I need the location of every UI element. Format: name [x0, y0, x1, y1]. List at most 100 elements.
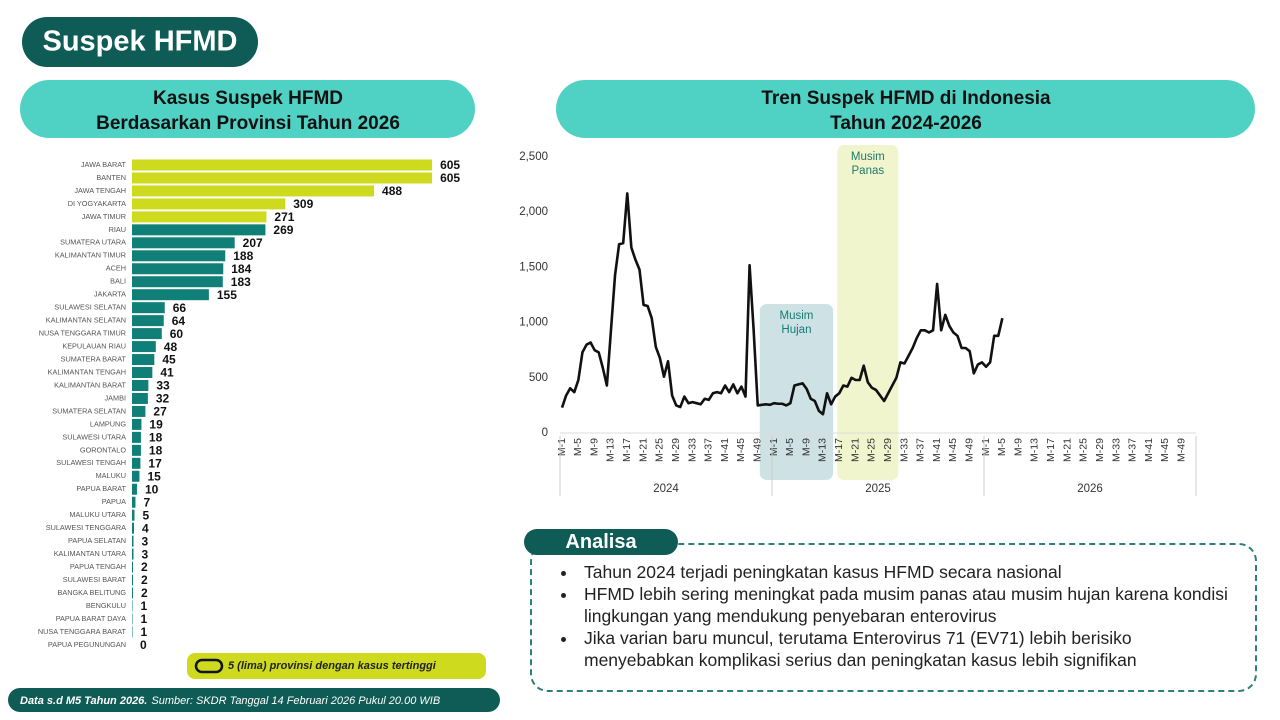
value-label: 2: [141, 560, 148, 574]
value-label: 18: [149, 444, 163, 458]
x-tick-label: M-1: [980, 438, 992, 456]
value-label: 184: [231, 262, 251, 276]
value-label: 5: [142, 508, 149, 522]
value-label: 1: [140, 612, 147, 626]
value-label: 15: [147, 469, 161, 483]
value-label: 41: [160, 366, 174, 380]
bar: [132, 418, 142, 430]
value-label: 45: [162, 353, 176, 367]
value-label: 183: [231, 275, 251, 289]
bar: [132, 457, 141, 469]
x-tick-label: M-29: [670, 438, 682, 462]
footer-text: Sumber: SKDR Tanggal 14 Februari 2026 Pu…: [151, 695, 440, 707]
category-label: SULAWESI TENGGARA: [46, 523, 126, 532]
slide-title: Suspek HFMD: [43, 26, 238, 58]
category-label: SUMATERA BARAT: [61, 354, 127, 363]
analysis-item: HFMD lebih sering meningkat pada musim p…: [578, 583, 1228, 627]
footer: Data s.d M5 Tahun 2026. Sumber: SKDR Tang…: [20, 695, 440, 707]
bar: [132, 341, 156, 353]
x-tick-label: M-29: [882, 438, 894, 462]
bar: [132, 392, 148, 404]
value-label: 269: [273, 223, 293, 237]
x-tick-label: M-13: [817, 438, 829, 462]
y-tick-label: 0: [542, 427, 548, 439]
x-tick-label: M-41: [931, 438, 943, 462]
category-label: KALIMANTAN UTARA: [54, 549, 126, 558]
x-tick-label: M-41: [719, 438, 731, 462]
bar: [132, 405, 146, 417]
year-label: 2026: [1077, 483, 1103, 495]
category-label: KALIMANTAN TIMUR: [55, 251, 126, 260]
y-tick-label: 1,000: [519, 317, 548, 329]
legend: [187, 653, 486, 679]
x-tick-label: M-37: [915, 438, 927, 462]
year-label: 2025: [865, 483, 891, 495]
category-label: PAPUA BARAT DAYA: [56, 614, 126, 623]
bar: [132, 172, 433, 184]
bar: [132, 587, 133, 599]
bar: [132, 483, 137, 495]
bar: [132, 561, 133, 573]
x-tick-label: M-49: [964, 438, 976, 462]
bar: [132, 535, 134, 547]
legend-icon: [194, 658, 224, 674]
category-label: GORONTALO: [80, 445, 126, 454]
x-tick-label: M-49: [1176, 438, 1188, 462]
season-label: Panas: [852, 165, 885, 177]
bar: [132, 496, 136, 508]
bar: [132, 354, 155, 366]
legend-label: 5 (lima) provinsi dengan kasus tertinggi: [228, 660, 437, 672]
category-label: KEPULAUAN RIAU: [62, 342, 126, 351]
bar: [132, 431, 141, 443]
bar: [132, 276, 223, 288]
line-title: Tren Suspek HFMD di Indonesia: [761, 88, 1051, 109]
year-label: 2024: [653, 483, 679, 495]
value-label: 48: [164, 340, 178, 354]
x-tick-label: M-21: [1061, 438, 1073, 462]
value-label: 1: [140, 625, 147, 639]
value-label: 4: [142, 521, 149, 535]
category-label: JAWA TENGAH: [74, 186, 126, 195]
x-tick-label: M-33: [686, 438, 698, 462]
analysis-box: Tahun 2024 terjadi peningkatan kasus HFM…: [530, 543, 1257, 692]
category-label: NUSA TENGGARA BARAT: [38, 627, 127, 636]
line-title: Tahun 2024-2026: [830, 113, 982, 134]
x-tick-label: M-13: [1029, 438, 1041, 462]
category-label: SUMATERA UTARA: [60, 238, 126, 247]
category-label: NUSA TENGGARA TIMUR: [39, 329, 126, 338]
bar: [132, 522, 134, 534]
x-tick-label: M-5: [996, 438, 1008, 456]
bar: [132, 444, 141, 456]
category-label: BANGKA BELITUNG: [57, 588, 126, 597]
season-label: Musim: [780, 310, 814, 322]
trend-line: [560, 192, 1004, 416]
bar: [132, 198, 286, 210]
category-label: BALI: [110, 277, 126, 286]
category-label: JAWA BARAT: [81, 160, 127, 169]
analysis-list: Tahun 2024 terjadi peningkatan kasus HFM…: [532, 561, 1228, 671]
season-label: Musim: [851, 151, 885, 163]
bar-title: Kasus Suspek HFMD: [153, 88, 343, 109]
x-tick-label: M-17: [833, 438, 845, 462]
value-label: 17: [148, 456, 162, 470]
value-label: 66: [173, 301, 187, 315]
category-label: SULAWESI BARAT: [63, 575, 127, 584]
value-label: 7: [143, 495, 150, 509]
bar: [132, 509, 135, 521]
x-tick-label: M-33: [898, 438, 910, 462]
value-label: 605: [440, 158, 460, 172]
value-label: 3: [141, 534, 148, 548]
category-label: JAMBI: [105, 393, 127, 402]
bar: [132, 289, 209, 301]
value-label: 60: [170, 327, 184, 341]
category-label: BENGKULU: [86, 601, 126, 610]
bar: [132, 237, 235, 249]
value-label: 10: [145, 482, 159, 496]
y-tick-label: 2,500: [519, 151, 548, 163]
bar-header: [20, 80, 475, 138]
bar: [132, 302, 165, 314]
bar: [132, 367, 153, 379]
value-label: 207: [243, 236, 263, 250]
category-label: ACEH: [106, 264, 126, 273]
